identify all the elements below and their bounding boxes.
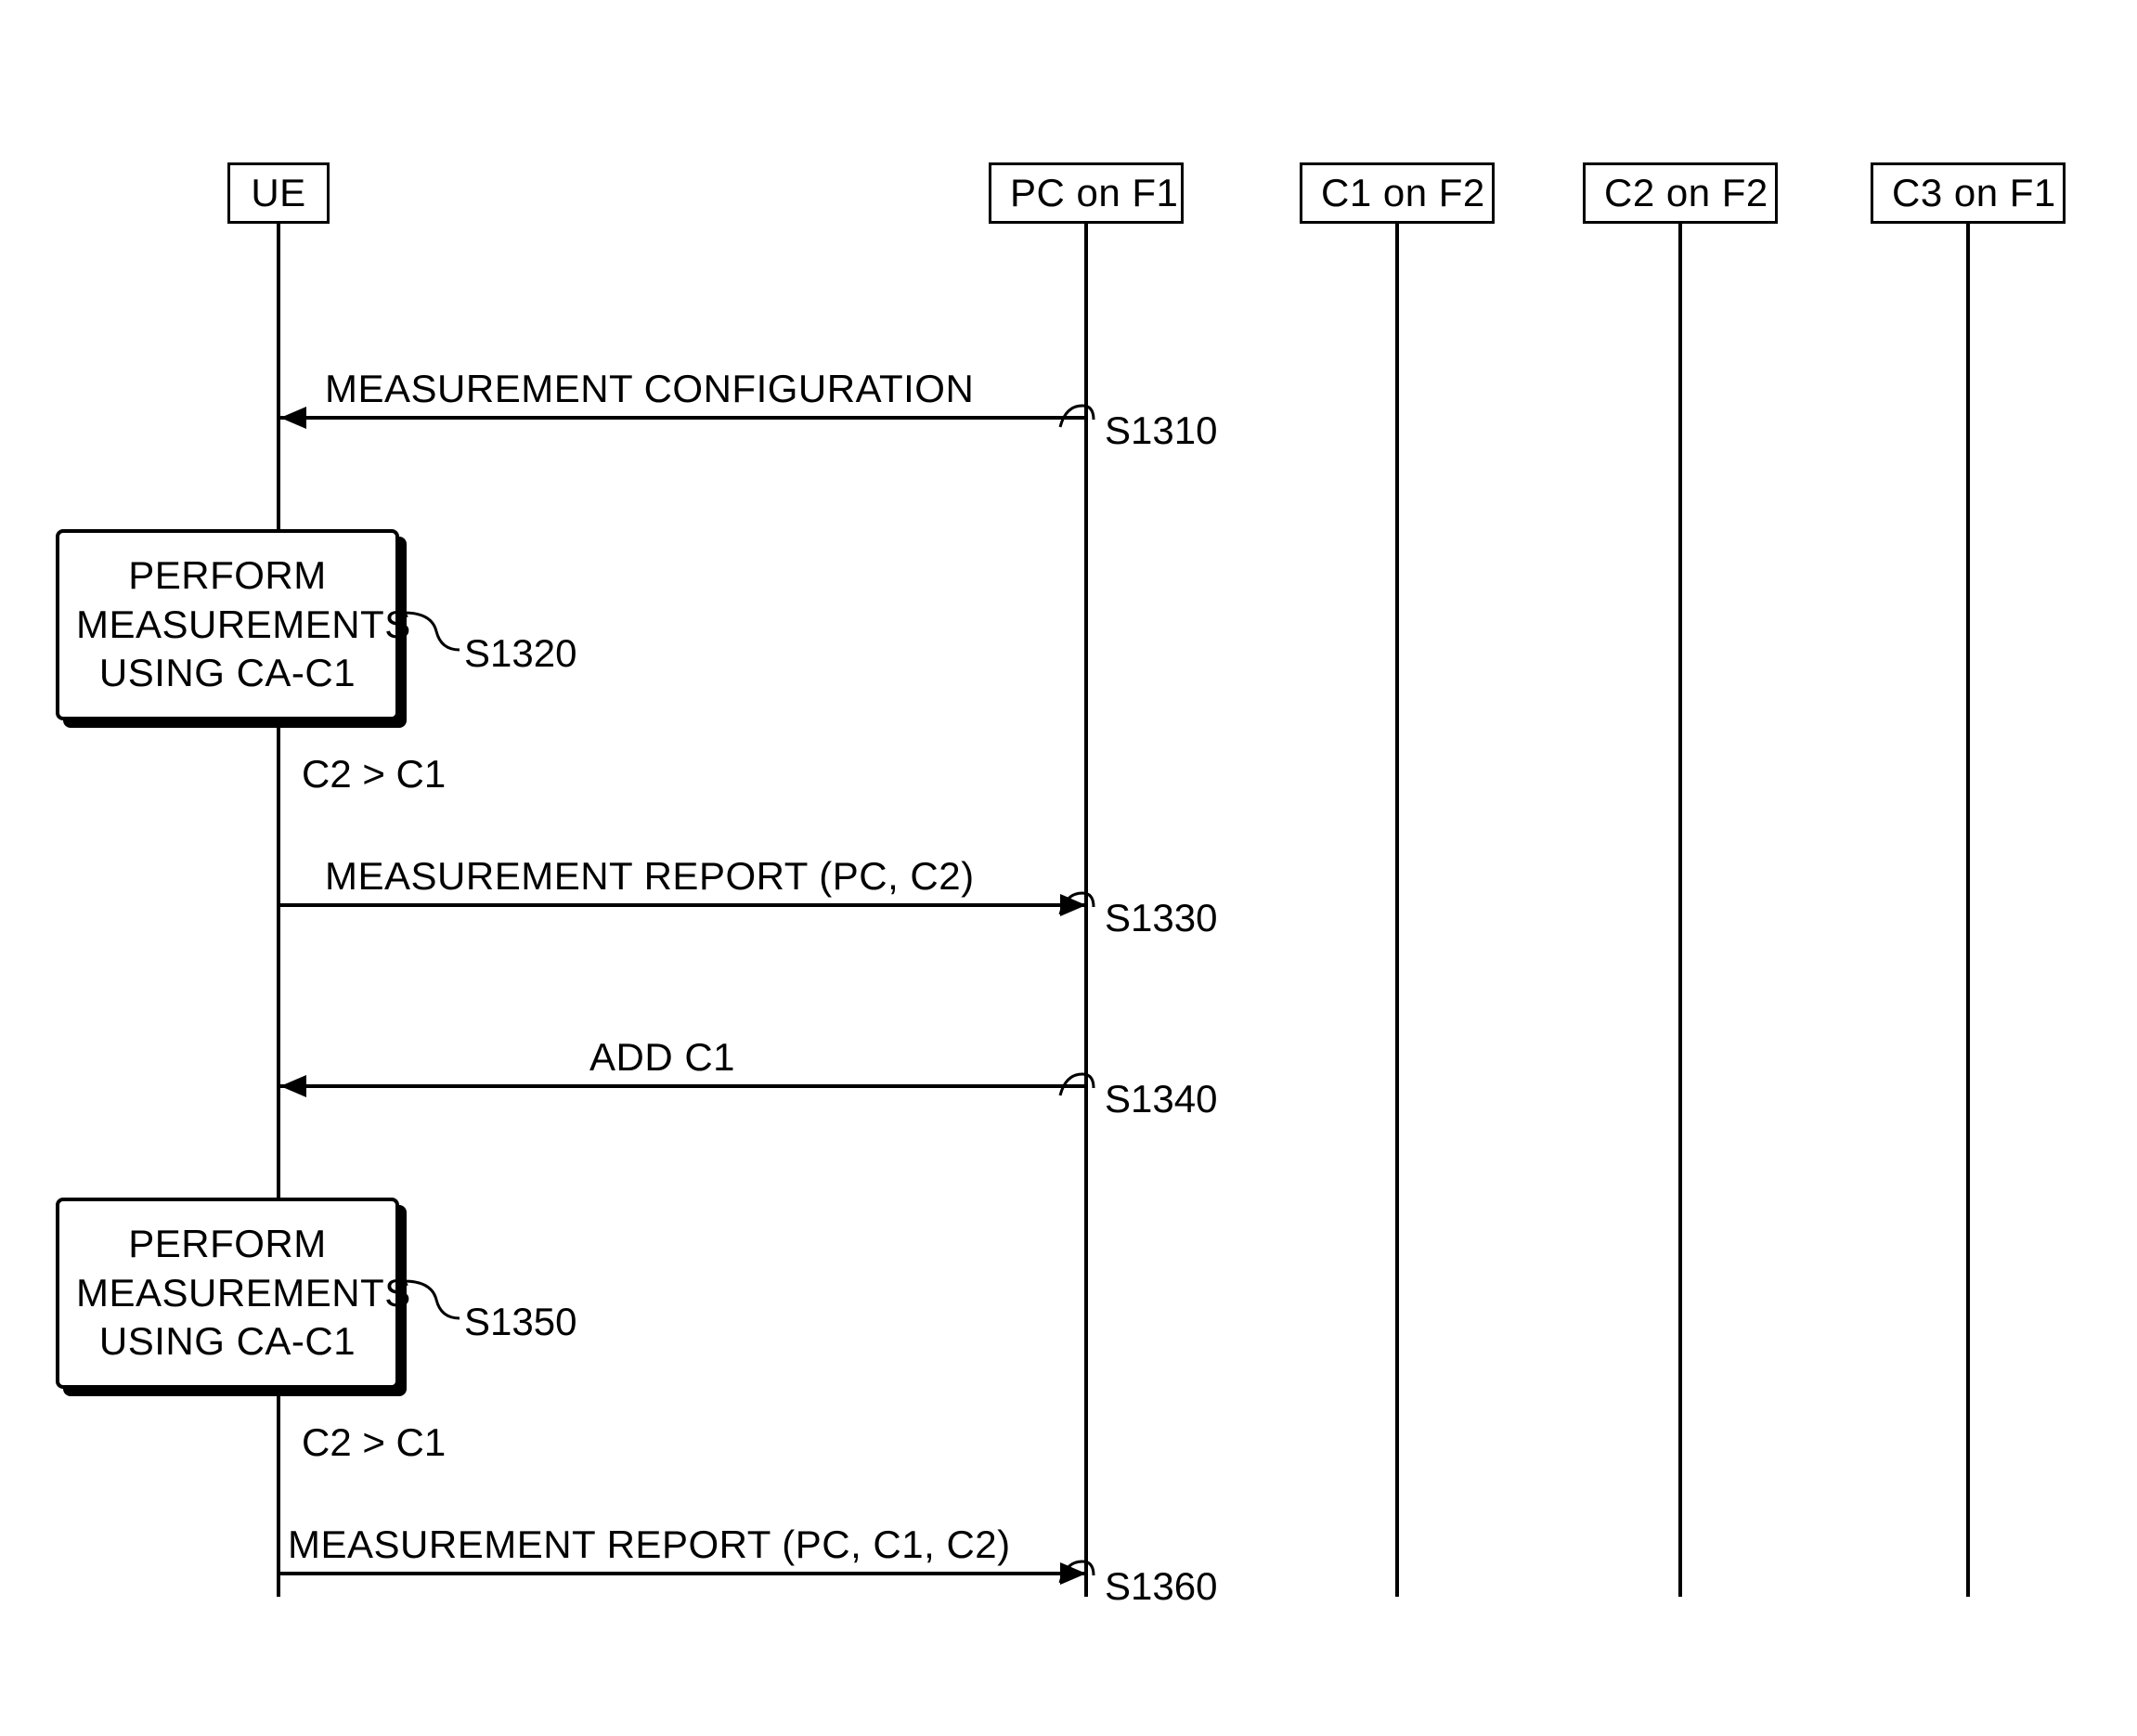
step-label-s1330: S1330 — [1105, 896, 1217, 940]
step-connector-s1350 — [399, 1276, 464, 1323]
step-connector-s1340 — [1058, 1069, 1095, 1097]
message-arrow-config — [280, 416, 1086, 420]
lifeline-head-c1: C1 on F2 — [1300, 162, 1495, 224]
lifeline-head-c3: C3 on F1 — [1871, 162, 2066, 224]
lifeline-head-ue: UE — [227, 162, 330, 224]
process-line: USING CA-C1 — [99, 1319, 356, 1363]
message-label-report2: MEASUREMENT REPORT (PC, C1, C2) — [288, 1522, 1011, 1567]
process-line: PERFORM — [128, 553, 327, 597]
note-c2-gt-c1-2: C2 > C1 — [302, 1420, 446, 1465]
lifeline-c3 — [1966, 223, 1970, 1597]
message-arrow-addc1 — [280, 1084, 1086, 1088]
lifeline-c1 — [1395, 223, 1399, 1597]
note-c2-gt-c1-1: C2 > C1 — [302, 752, 446, 797]
arrowhead-addc1 — [280, 1075, 306, 1097]
step-connector-s1360 — [1058, 1557, 1095, 1585]
lifeline-head-pc: PC on F1 — [989, 162, 1184, 224]
arrowhead-config — [280, 407, 306, 429]
message-label-report1: MEASUREMENT REPORT (PC, C2) — [325, 854, 975, 899]
message-arrow-report2 — [280, 1572, 1086, 1575]
step-label-s1350: S1350 — [464, 1300, 576, 1344]
step-connector-s1310 — [1058, 401, 1095, 429]
lifeline-c2 — [1678, 223, 1682, 1597]
sequence-diagram: UE PC on F1 C1 on F2 C2 on F2 C3 on F1 M… — [0, 0, 2137, 1736]
step-connector-s1320 — [399, 608, 464, 654]
step-label-s1320: S1320 — [464, 631, 576, 676]
message-label-addc1: ADD C1 — [589, 1035, 735, 1080]
process-line: PERFORM — [128, 1222, 327, 1265]
lifeline-head-c2: C2 on F2 — [1583, 162, 1778, 224]
step-label-s1340: S1340 — [1105, 1077, 1217, 1121]
process-line: MEASUREMENTS — [76, 602, 411, 646]
step-label-s1360: S1360 — [1105, 1564, 1217, 1609]
process-box-measure-2: PERFORM MEASUREMENTS USING CA-C1 — [56, 1198, 399, 1389]
step-connector-s1330 — [1058, 888, 1095, 916]
lifeline-ue — [277, 223, 280, 1597]
message-label-config: MEASUREMENT CONFIGURATION — [325, 367, 974, 411]
step-label-s1310: S1310 — [1105, 408, 1217, 453]
process-box-measure-1: PERFORM MEASUREMENTS USING CA-C1 — [56, 529, 399, 720]
process-line: USING CA-C1 — [99, 651, 356, 694]
message-arrow-report1 — [280, 903, 1086, 907]
process-line: MEASUREMENTS — [76, 1271, 411, 1315]
